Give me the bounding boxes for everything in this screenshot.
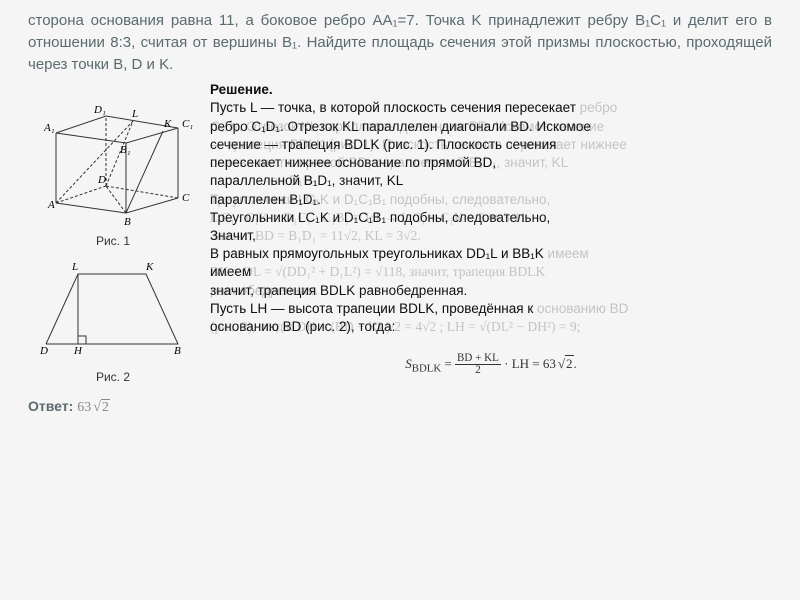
svg-text:K: K: [163, 118, 172, 130]
front-line-11: Пусть LH — высота трапеции BDLK, проведё…: [210, 300, 772, 318]
svg-text:K: K: [145, 261, 154, 273]
svg-text:L: L: [71, 261, 78, 273]
fig1-caption: Рис. 1: [28, 234, 198, 248]
solution-block: Решение. Пусть L — точка, в которой плос…: [210, 81, 772, 416]
front-line-7: Значит,: [210, 227, 772, 245]
svg-text:C: C: [182, 192, 190, 204]
front-line-6: Треугольники LC₁K и D₁C₁B₁ подобны, след…: [210, 209, 772, 227]
svg-text:B₁: B₁: [120, 144, 131, 156]
final-formula: SBDLK = BD + KL2 · LH = 632.: [210, 353, 772, 376]
svg-text:B: B: [124, 216, 131, 228]
figure-2-trapezoid: D H B L K: [28, 254, 198, 364]
svg-text:A: A: [47, 199, 55, 211]
svg-text:A₁: A₁: [43, 122, 55, 134]
svg-text:L: L: [131, 108, 138, 120]
answer-label: Ответ:: [28, 398, 73, 414]
front-line-10: значит, трапеция BDLK равнобедренная.: [210, 282, 772, 300]
front-line-8: В равных прямоугольных треугольниках DD₁…: [210, 245, 772, 263]
solution-front-layer: Решение. Пусть L — точка, в которой плос…: [210, 81, 772, 336]
problem-line1: сторона основания равна 11, а боковое ре…: [28, 12, 419, 29]
front-line-3: пересекает нижнее основание по прямой BD…: [210, 154, 772, 172]
front-line-5: параллелен B₁D₁.: [210, 191, 772, 209]
fig2-caption: Рис. 2: [28, 370, 198, 384]
svg-text:D: D: [39, 345, 48, 357]
problem-statement: сторона основания равна 11, а боковое ре…: [28, 10, 772, 75]
front-line-0: Пусть L — точка, в которой плоскость сеч…: [210, 99, 772, 117]
svg-text:H: H: [73, 345, 83, 357]
svg-text:B: B: [174, 345, 181, 357]
solution-heading-front: Решение.: [210, 81, 772, 99]
front-line-4: параллельной B₁D₁, значит, KL: [210, 172, 772, 190]
front-line-1: ребро C₁D₁. Отрезок KL параллелен диагон…: [210, 118, 772, 136]
svg-text:C₁: C₁: [182, 118, 193, 130]
front-line-12: основанию BD (рис. 2), тогда:: [210, 318, 772, 336]
svg-text:D₁: D₁: [93, 104, 106, 116]
figures-column: A B C D A₁ B₁ C₁ D₁ K L Рис. 1 D: [28, 81, 198, 416]
answer-value: 632: [77, 400, 110, 415]
front-line-2: сечение — трапеция BDLK (рис. 1). Плоско…: [210, 136, 772, 154]
svg-text:D: D: [97, 174, 106, 186]
figure-1-prism: A B C D A₁ B₁ C₁ D₁ K L: [28, 93, 198, 228]
front-line-9: имеем: [210, 263, 772, 281]
